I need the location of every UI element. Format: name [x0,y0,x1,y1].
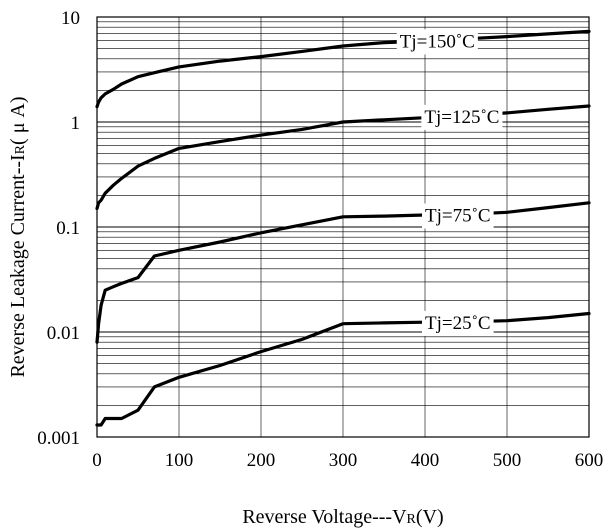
x-tick-label: 200 [247,450,276,471]
y-tick-label: 0.001 [37,428,80,449]
y-tick-label: 10 [61,8,80,29]
curve-label-background [421,203,494,229]
x-tick-label: 600 [575,450,604,471]
curve-label-text: Tj=75˚C [425,205,491,226]
y-tick-label: 0.1 [56,218,80,239]
curve-label-text: Tj=25˚C [425,313,491,334]
curve-label-3: Tj=75˚C [421,203,494,229]
y-axis-title: Reverse Leakage Current--IR( μ A) [7,96,29,377]
y-tick-label: 1 [71,113,81,134]
curve-label-text: Tj=150˚C [400,31,475,52]
curve-label-background [396,29,478,55]
curve-label-text: Tj=125˚C [424,107,499,128]
series-group: Tj=150˚C Tj=125˚C Tj=75˚C Tj=25˚C [95,29,591,427]
x-axis-title: Reverse Voltage---VR(V) [242,506,443,528]
x-tick-label: 400 [411,450,440,471]
y-axis-ticks: 0.001 0.01 0.1 1 10 [37,8,80,449]
grid [96,17,590,438]
curve-label-1: Tj=150˚C [396,29,478,55]
curve-label-2: Tj=125˚C [421,104,503,130]
x-tick-label: 300 [329,450,358,471]
x-axis-ticks: 0 100 200 300 400 500 600 [92,450,603,471]
curve-label-background [421,310,494,336]
x-tick-label: 0 [92,450,102,471]
curve-label-4: Tj=25˚C [421,310,494,336]
x-tick-label: 100 [165,450,194,471]
plot-frame [96,16,590,438]
curve-label-background [421,104,503,130]
x-tick-label: 500 [493,450,522,471]
y-tick-label: 0.01 [47,323,80,344]
